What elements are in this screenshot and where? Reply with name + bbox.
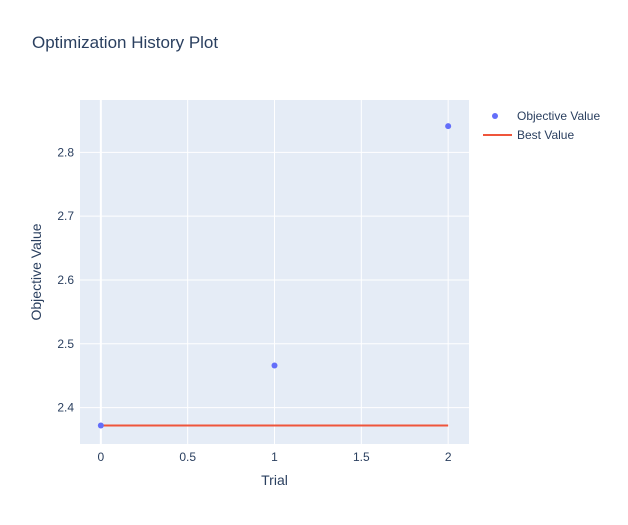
legend-label-objective-value: Objective Value (517, 108, 601, 123)
x-tick-label: 1.5 (353, 450, 370, 464)
x-tick-label: 1 (271, 450, 278, 464)
chart-title: Optimization History Plot (32, 33, 219, 52)
objective-value-point[interactable] (97, 422, 104, 429)
legend-label-best-value: Best Value (517, 127, 575, 142)
objective-value-point[interactable] (271, 362, 278, 369)
legend-item-best-value[interactable]: Best Value (480, 125, 600, 144)
y-tick-label: 2.5 (57, 337, 74, 351)
legend-line-icon (480, 125, 512, 144)
y-axis-title: Objective Value (28, 223, 44, 320)
legend-marker-icon (480, 106, 510, 125)
x-tick-label: 2 (445, 450, 452, 464)
objective-value-point[interactable] (445, 123, 452, 130)
x-tick-label: 0 (97, 450, 104, 464)
chart-legend[interactable]: Objective Value Best Value (480, 106, 600, 144)
legend-item-objective-value[interactable]: Objective Value (480, 106, 600, 125)
x-axis-title: Trial (261, 472, 288, 488)
y-tick-label: 2.6 (57, 273, 74, 287)
y-tick-label: 2.4 (57, 401, 74, 415)
x-tick-label: 0.5 (179, 450, 196, 464)
y-tick-label: 2.8 (57, 145, 74, 159)
y-tick-label: 2.7 (57, 209, 74, 223)
